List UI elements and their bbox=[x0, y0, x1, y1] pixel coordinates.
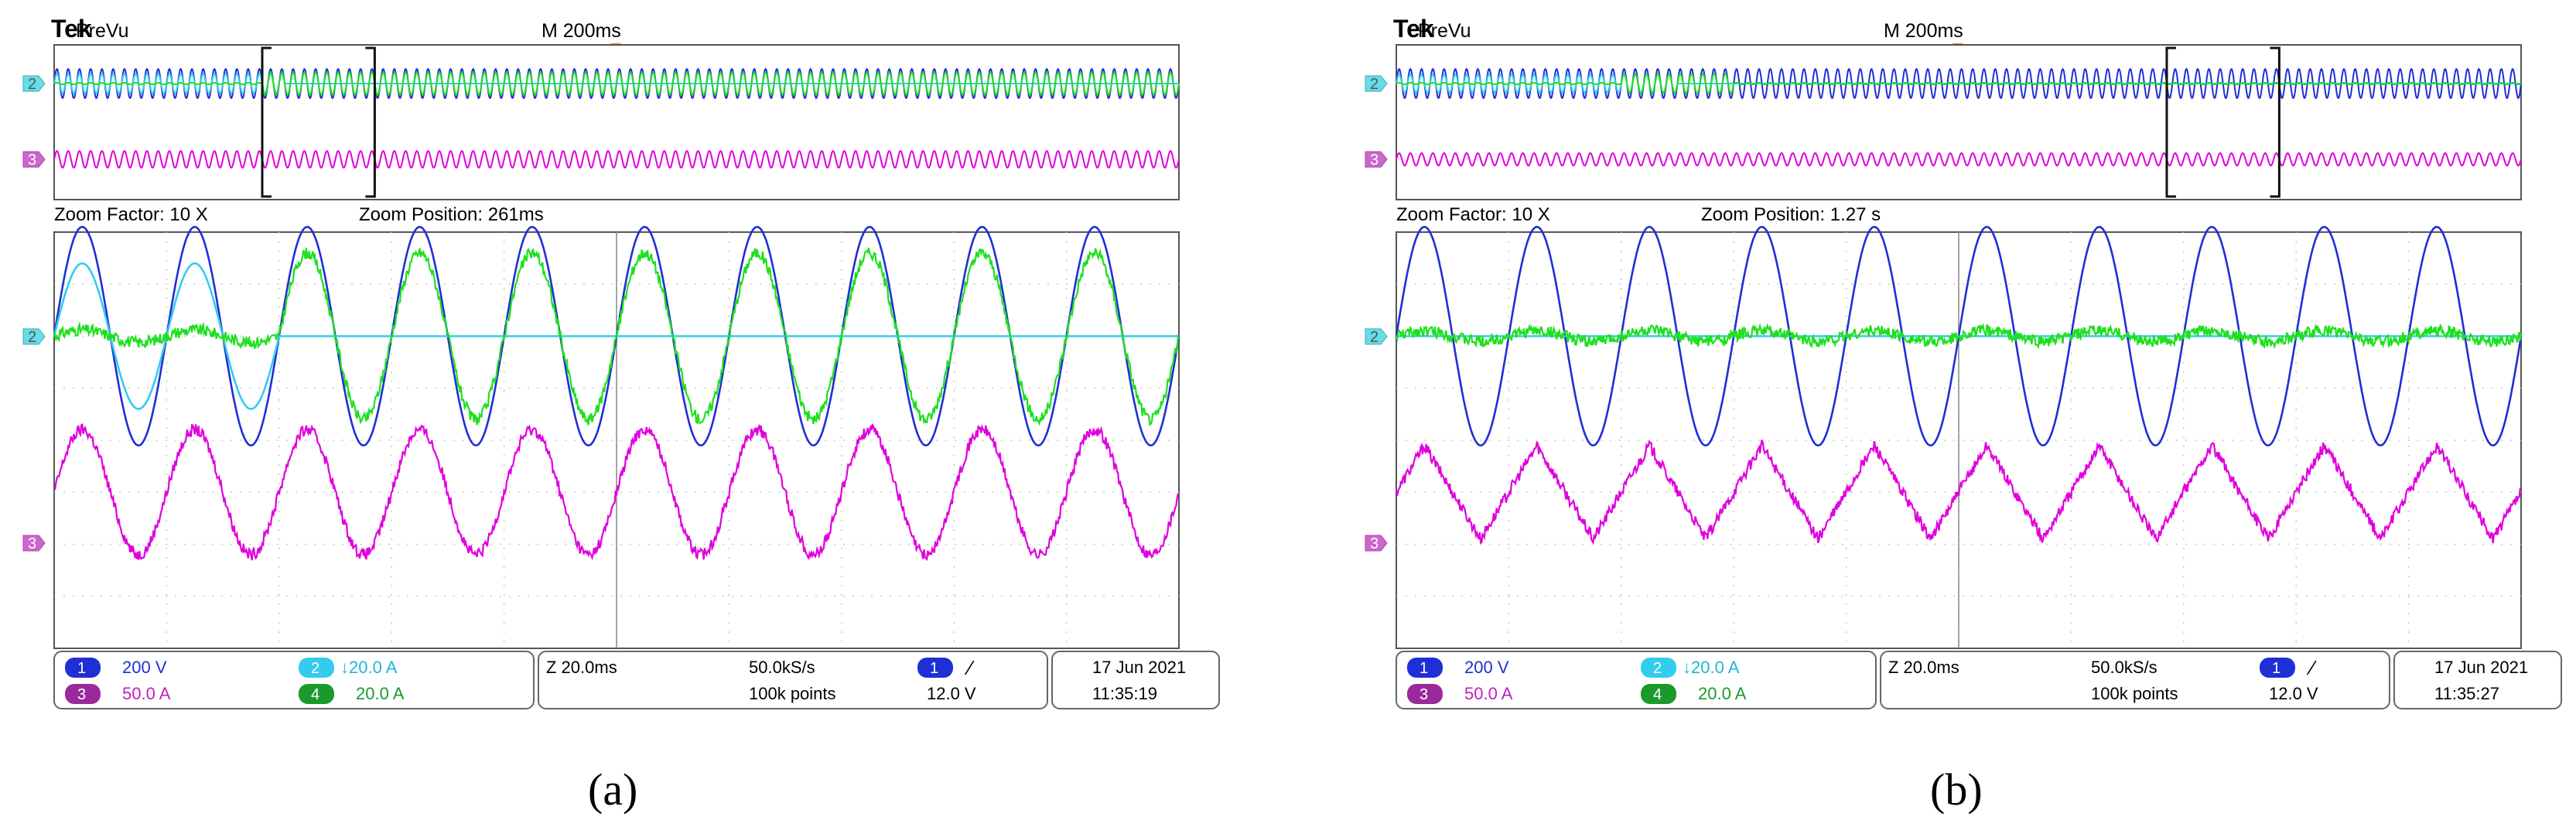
ch3-marker-zoom: 3 bbox=[22, 535, 46, 552]
zoom-window-left bbox=[261, 46, 272, 198]
brand-label: Tek bbox=[1393, 15, 1434, 43]
ch3-marker-overview: 3 bbox=[22, 151, 46, 169]
panel-a: Tek PreVu M 200ms 2 3 Zoom Factor: 10 X … bbox=[22, 15, 1220, 815]
record-length: 100k points bbox=[2091, 684, 2178, 703]
ch1-badge[interactable] bbox=[1407, 658, 1443, 678]
trigger-source-badge[interactable] bbox=[917, 658, 953, 678]
channel-scale-box bbox=[1396, 651, 1877, 709]
ch4-badge[interactable] bbox=[299, 684, 334, 704]
svg-text:3: 3 bbox=[28, 535, 36, 552]
ch2-marker-zoom: 2 bbox=[22, 328, 46, 346]
ch3-scale: 50.0 A bbox=[122, 684, 171, 703]
ch3-number: 3 bbox=[1420, 686, 1428, 703]
svg-text:3: 3 bbox=[1370, 152, 1379, 169]
ch2-marker-zoom: 2 bbox=[1365, 328, 1388, 346]
ch4-number: 4 bbox=[1653, 686, 1662, 703]
ch2-scale: ↓20.0 A bbox=[1683, 658, 1740, 677]
ch2-number: 2 bbox=[311, 660, 319, 677]
zoom-grid bbox=[54, 232, 1179, 648]
date-label: 17 Jun 2021 bbox=[2434, 658, 2528, 677]
ch4-badge[interactable] bbox=[1641, 684, 1676, 704]
svg-text:3: 3 bbox=[1370, 535, 1379, 552]
ch2-scale: ↓20.0 A bbox=[340, 658, 398, 677]
svg-text:2: 2 bbox=[28, 76, 36, 93]
timebase-label: M 200ms bbox=[542, 20, 621, 42]
trigger-source: 1 bbox=[930, 660, 938, 677]
svg-text:2: 2 bbox=[1370, 76, 1379, 93]
ch1-scale: 200 V bbox=[122, 658, 167, 677]
ch4-number: 4 bbox=[311, 686, 319, 703]
record-length: 100k points bbox=[749, 684, 836, 703]
ch1-scale: 200 V bbox=[1464, 658, 1509, 677]
zoom-window-bracket[interactable] bbox=[2165, 46, 2280, 198]
ch3-badge[interactable] bbox=[65, 684, 101, 704]
zoom-scale: Z 20.0ms bbox=[546, 658, 617, 677]
ch2-marker-overview: 2 bbox=[22, 75, 46, 93]
trace-ch3 bbox=[1395, 439, 2522, 545]
trigger-level: 12.0 V bbox=[927, 684, 976, 703]
brand-label: Tek bbox=[51, 15, 92, 43]
ch2-badge[interactable] bbox=[1641, 658, 1676, 678]
zoom-grid bbox=[1396, 232, 2521, 648]
ch2-marker-overview: 2 bbox=[1365, 75, 1388, 93]
date-label: 17 Jun 2021 bbox=[1092, 658, 1186, 677]
datetime-box bbox=[2393, 651, 2562, 709]
status-bar: 1 200 V 2 ↓20.0 A 3 50.0 A 4 20.0 A Z 20… bbox=[1396, 651, 2562, 709]
zoom-factor-label: Zoom Factor: 10 X bbox=[1396, 204, 1550, 225]
overview-trace-ch4 bbox=[53, 71, 1180, 96]
zoom-factor-label: Zoom Factor: 10 X bbox=[54, 204, 208, 225]
ch2-number: 2 bbox=[1653, 660, 1662, 677]
sample-rate: 50.0kS/s bbox=[749, 658, 815, 677]
mode-label: PreVu bbox=[76, 20, 129, 42]
overview-frame bbox=[53, 44, 1180, 200]
ch4-scale: 20.0 A bbox=[356, 684, 405, 703]
trace-ch4 bbox=[53, 248, 1180, 426]
overview-trace-ch3 bbox=[1396, 152, 2522, 167]
svg-text:2: 2 bbox=[1370, 329, 1379, 346]
ch3-badge[interactable] bbox=[1407, 684, 1443, 704]
panel-b: Tek PreVu M 200ms 2 3 Zoom Factor: 10 X … bbox=[1365, 15, 2562, 815]
panel-caption: (b) bbox=[1930, 764, 1983, 815]
timebase-label: M 200ms bbox=[1884, 20, 1963, 42]
overview-traces bbox=[1396, 68, 2522, 167]
zoom-position-label: Zoom Position: 1.27 s bbox=[1701, 204, 1881, 225]
overview-traces bbox=[53, 68, 1180, 169]
trigger-source: 1 bbox=[2272, 660, 2280, 677]
zoom-position-label: Zoom Position: 261ms bbox=[359, 204, 544, 225]
time-label: 11:35:19 bbox=[1092, 684, 1157, 703]
trigger-level: 12.0 V bbox=[2269, 684, 2318, 703]
trace-ch3 bbox=[53, 422, 1179, 561]
datetime-box bbox=[1051, 651, 1220, 709]
ch1-badge[interactable] bbox=[65, 658, 101, 678]
svg-text:2: 2 bbox=[28, 329, 36, 346]
ch3-scale: 50.0 A bbox=[1464, 684, 1513, 703]
zoom-window-right bbox=[365, 46, 376, 198]
zoom-traces bbox=[53, 225, 1180, 561]
trace-ch4 bbox=[1395, 323, 2523, 350]
overview-trace-ch4 bbox=[1396, 73, 2522, 94]
ch3-marker-overview: 3 bbox=[1365, 151, 1388, 169]
zoom-window-bracket[interactable] bbox=[261, 46, 376, 198]
zoom-scale: Z 20.0ms bbox=[1888, 658, 1959, 677]
overview-frame bbox=[1396, 44, 2522, 200]
ch3-number: 3 bbox=[77, 686, 86, 703]
svg-text:3: 3 bbox=[28, 152, 36, 169]
ch4-scale: 20.0 A bbox=[1698, 684, 1747, 703]
overview-trace-ch3 bbox=[53, 150, 1180, 169]
ch2-badge[interactable] bbox=[299, 658, 334, 678]
sample-rate: 50.0kS/s bbox=[2091, 658, 2157, 677]
panel-caption: (a) bbox=[588, 764, 637, 815]
zoom-window-left bbox=[2165, 46, 2176, 198]
trigger-source-badge[interactable] bbox=[2260, 658, 2295, 678]
zoom-traces bbox=[1395, 225, 2523, 545]
ch1-number: 1 bbox=[1420, 660, 1428, 677]
mode-label: PreVu bbox=[1418, 20, 1471, 42]
status-bar: 1 200 V 2 ↓20.0 A 3 50.0 A 4 20.0 A Z 20… bbox=[53, 651, 1220, 709]
zoom-window-right bbox=[2270, 46, 2280, 198]
channel-scale-box bbox=[53, 651, 535, 709]
time-label: 11:35:27 bbox=[2434, 684, 2499, 703]
ch1-number: 1 bbox=[77, 660, 86, 677]
ch3-marker-zoom: 3 bbox=[1365, 535, 1388, 552]
